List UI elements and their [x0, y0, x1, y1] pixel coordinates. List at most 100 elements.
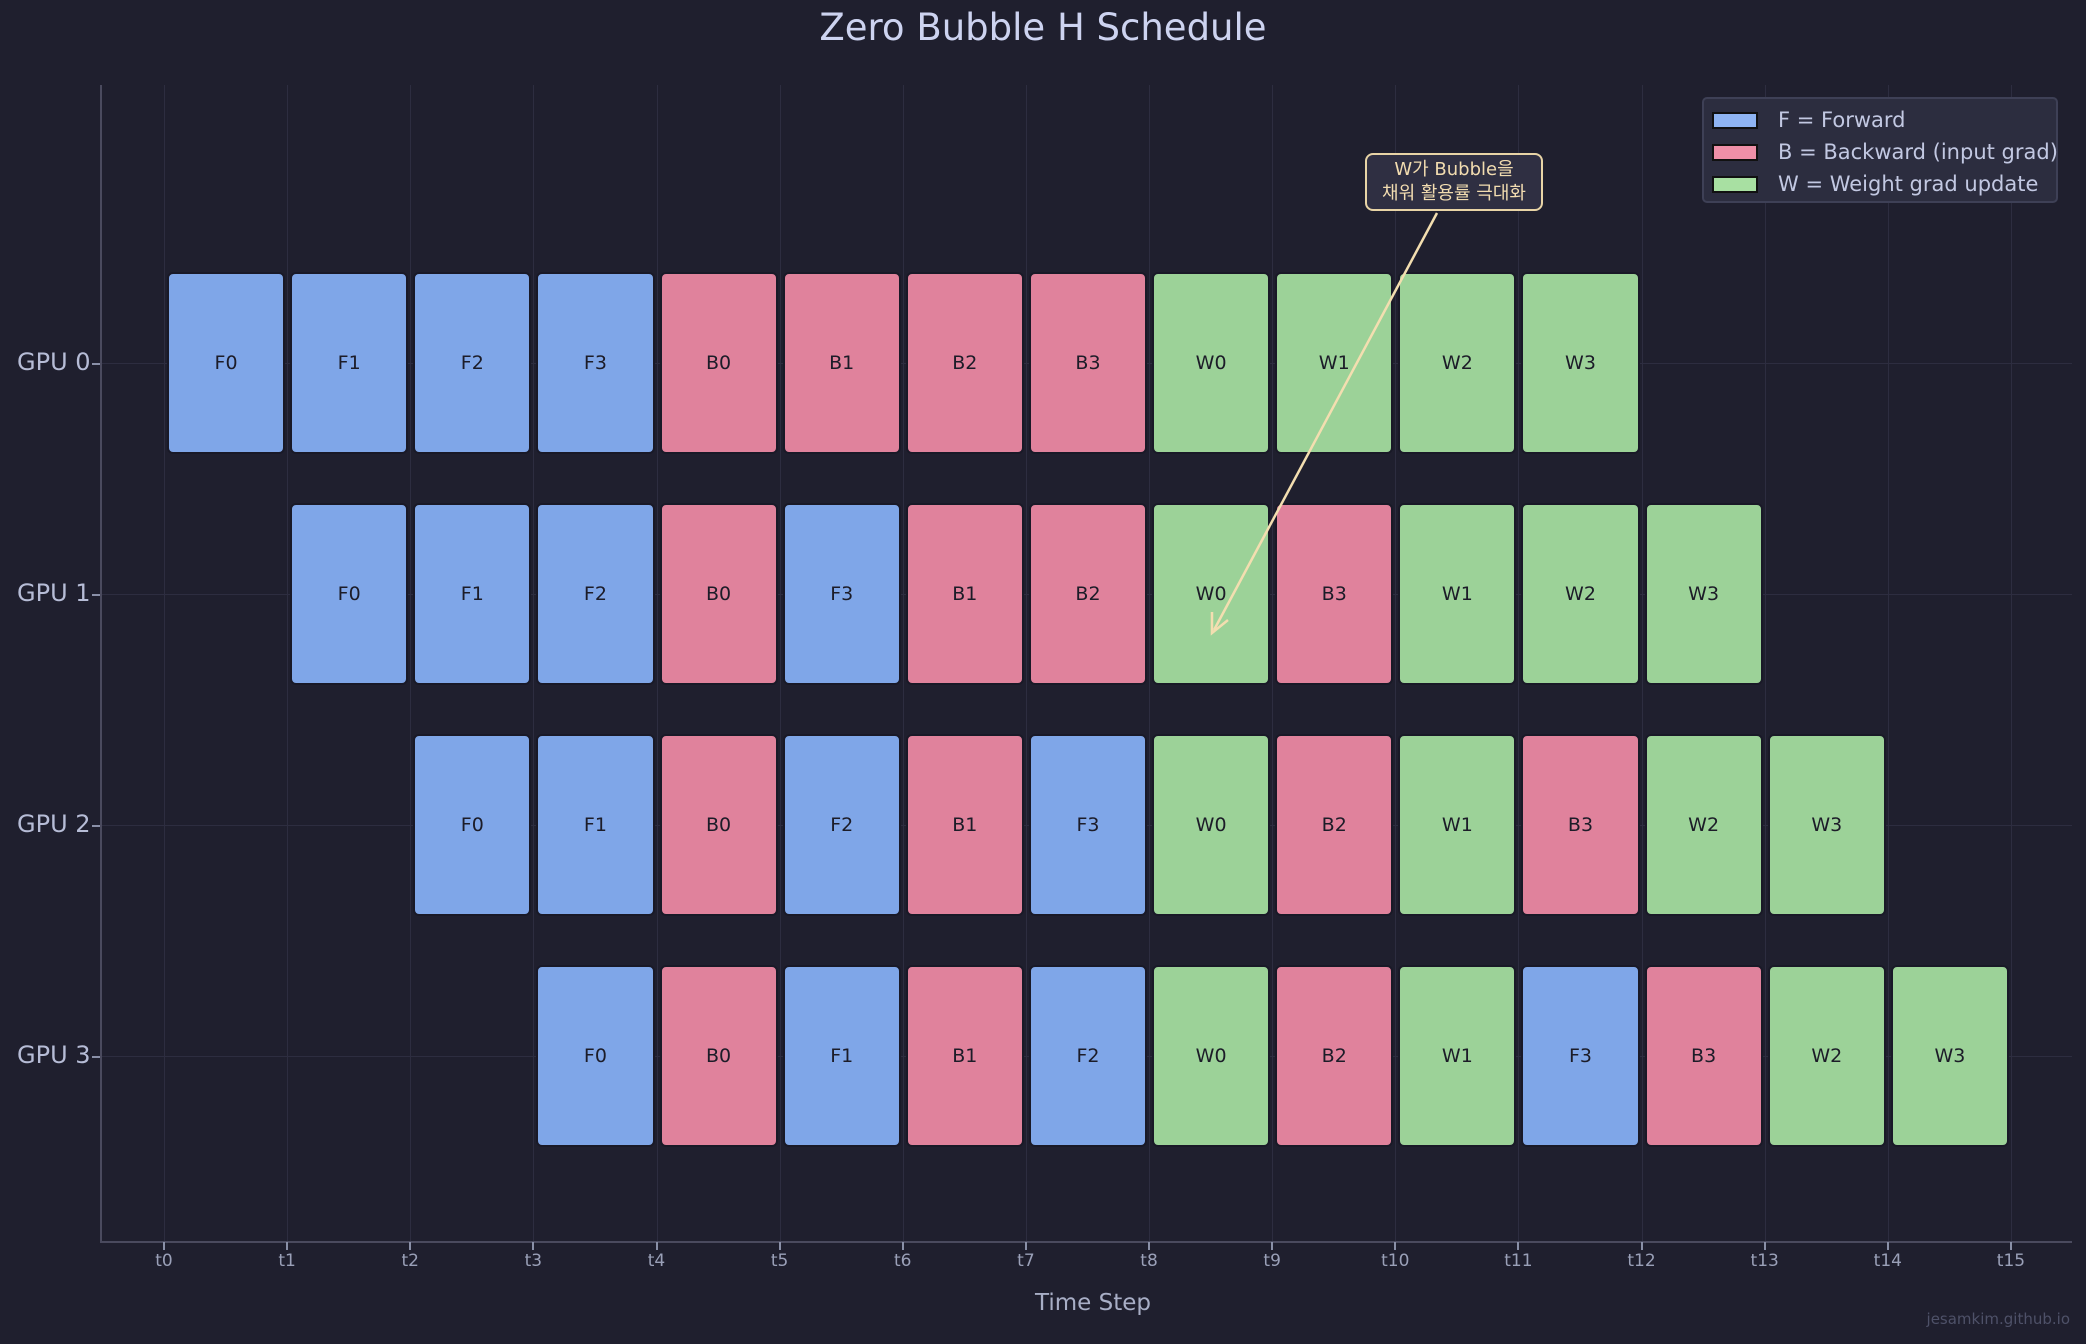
y-tick: [92, 594, 100, 596]
x-tick-label: t10: [1381, 1251, 1410, 1271]
annotation-line-1: W가 Bubble을: [1394, 159, 1514, 180]
block-gpu3-f0: F0: [536, 965, 655, 1147]
block-gpu3-w3: W3: [1890, 965, 2009, 1147]
x-tick: [163, 1242, 165, 1250]
x-tick-label: t12: [1627, 1251, 1656, 1271]
block-gpu1-f3: F3: [782, 503, 901, 685]
block-gpu2-b1: B1: [905, 734, 1024, 916]
x-tick: [1271, 1242, 1274, 1250]
x-tick-label: t0: [155, 1251, 173, 1271]
block-gpu1-f0: F0: [290, 503, 409, 685]
x-tick: [655, 1242, 658, 1250]
x-tick: [1148, 1242, 1151, 1250]
block-gpu0-b2: B2: [905, 272, 1024, 454]
block-gpu2-f0: F0: [413, 734, 532, 916]
block-gpu2-b0: B0: [659, 734, 778, 916]
x-tick-label: t3: [524, 1251, 543, 1271]
block-gpu2-w1: W1: [1398, 734, 1517, 916]
x-gridline: [1764, 85, 1766, 1241]
y-tick-label: GPU 1: [17, 579, 91, 607]
x-tick: [2009, 1242, 2012, 1250]
legend-label-backward: B = Backward (input grad): [1778, 140, 2058, 164]
block-gpu0-f2: F2: [413, 272, 532, 454]
x-tick: [532, 1242, 535, 1250]
x-tick: [1640, 1242, 1643, 1250]
plot-area: t0 t1 t2 t3 t4 t5 t6 t7 t8 t9 t10 t11 t12 t13 t14 t15 GP…: [17, 85, 2072, 1271]
block-gpu2-f3: F3: [1028, 734, 1148, 916]
legend-label-weight: W = Weight grad update: [1778, 172, 2039, 196]
block-gpu0-w3: W3: [1521, 272, 1640, 454]
block-gpu0-w1: W1: [1275, 272, 1394, 454]
x-gridline: [1272, 85, 1274, 1241]
block-gpu3-w0: W0: [1152, 965, 1271, 1147]
block-gpu0-b0: B0: [659, 272, 778, 454]
x-tick: [901, 1242, 904, 1250]
x-tick-label: t9: [1263, 1251, 1281, 1271]
x-gridline: [1395, 85, 1397, 1241]
x-gridline: [656, 85, 658, 1241]
x-gridline: [779, 85, 781, 1241]
backward-swatch: [1712, 143, 1758, 161]
block-gpu0-w0: W0: [1152, 272, 1271, 454]
legend: F = Forward B = Backward (input grad) W …: [1702, 97, 2058, 203]
block-gpu1-f2: F2: [536, 503, 655, 685]
y-tick-label: GPU 0: [17, 348, 91, 376]
x-tick-label: t4: [647, 1251, 666, 1271]
block-gpu0-f0: F0: [167, 272, 286, 454]
x-axis-label: Time Step: [1035, 1290, 1151, 1316]
weight-swatch: [1712, 175, 1758, 193]
block-gpu2-f2: F2: [782, 734, 901, 916]
legend-item-backward: B = Backward (input grad): [1712, 137, 2058, 167]
x-gridline: [164, 85, 165, 1241]
annotation-box: W가 Bubble을 채워 활용률 극대화: [1365, 153, 1543, 211]
x-tick: [1886, 1242, 1889, 1250]
x-gridline: [410, 85, 412, 1241]
x-gridline: [1641, 85, 1643, 1241]
x-gridline: [902, 85, 904, 1241]
block-gpu1-w1: W1: [1398, 503, 1517, 685]
x-tick: [778, 1242, 781, 1250]
x-tick-label: t2: [401, 1251, 419, 1271]
x-tick-label: t13: [1750, 1251, 1779, 1271]
block-gpu3-w2: W2: [1767, 965, 1886, 1147]
x-gridline: [1518, 85, 1520, 1241]
block-gpu0-w2: W2: [1398, 272, 1517, 454]
x-tick: [1394, 1242, 1397, 1250]
x-gridline: [1149, 85, 1151, 1241]
block-gpu2-f1: F1: [536, 734, 655, 916]
y-tick: [92, 1056, 100, 1058]
block-gpu2-b3: B3: [1521, 734, 1640, 916]
block-gpu0-b1: B1: [782, 272, 901, 454]
x-tick-label: t7: [1017, 1251, 1035, 1271]
block-gpu1-b2: B2: [1028, 503, 1148, 685]
legend-label-forward: F = Forward: [1778, 108, 1906, 132]
block-gpu3-b1: B1: [905, 965, 1024, 1147]
x-tick-label: t15: [1996, 1251, 2026, 1271]
x-tick-label: t5: [770, 1251, 789, 1271]
x-gridline: [287, 85, 289, 1241]
chart-title: Zero Bubble H Schedule: [819, 6, 1267, 49]
y-tick: [92, 825, 100, 827]
block-gpu3-f3: F3: [1521, 965, 1640, 1147]
block-gpu2-w3: W3: [1767, 734, 1886, 916]
block-gpu3-b2: B2: [1275, 965, 1394, 1147]
x-tick-label: t1: [278, 1251, 296, 1271]
x-tick: [1763, 1242, 1766, 1250]
x-gridline: [533, 85, 535, 1241]
block-gpu1-b1: B1: [905, 503, 1024, 685]
block-gpu3-b0: B0: [659, 965, 778, 1147]
x-tick-label: t11: [1504, 1251, 1533, 1271]
block-gpu1-b3: B3: [1275, 503, 1394, 685]
block-gpu3-b3: B3: [1644, 965, 1763, 1147]
annotation-line-2: 채워 활용률 극대화: [1382, 183, 1526, 204]
block-gpu2-w0: W0: [1152, 734, 1271, 916]
block-gpu1-w3: W3: [1644, 503, 1763, 685]
block-gpu2-w2: W2: [1644, 734, 1763, 916]
x-tick: [409, 1242, 412, 1250]
forward-swatch: [1712, 111, 1758, 129]
x-tick: [286, 1242, 289, 1250]
block-gpu2-b2: B2: [1275, 734, 1394, 916]
block-gpu0-f1: F1: [290, 272, 409, 454]
legend-item-weight: W = Weight grad update: [1712, 169, 2038, 199]
watermark: jesamkim.github.io: [1926, 1310, 2070, 1328]
